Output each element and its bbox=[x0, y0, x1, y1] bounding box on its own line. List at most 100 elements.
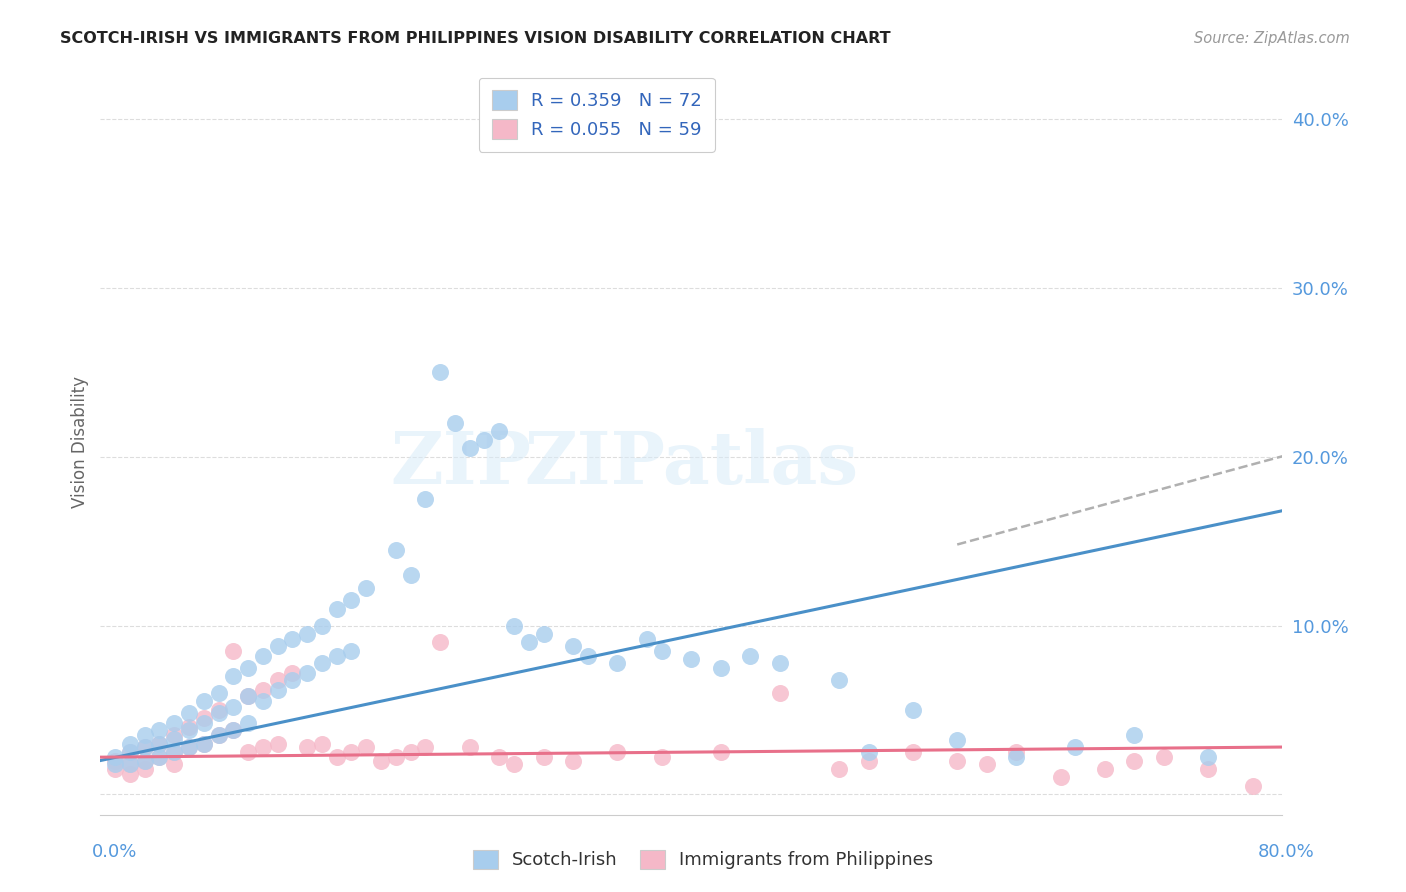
Point bbox=[222, 723, 245, 738]
Point bbox=[207, 703, 229, 717]
Point bbox=[458, 739, 481, 754]
Point bbox=[356, 582, 378, 596]
Point bbox=[163, 728, 186, 742]
Point bbox=[118, 756, 141, 771]
Point bbox=[340, 644, 363, 658]
Point bbox=[311, 618, 333, 632]
Point bbox=[946, 754, 969, 768]
Point bbox=[606, 656, 628, 670]
Point bbox=[340, 593, 363, 607]
Text: SCOTCH-IRISH VS IMMIGRANTS FROM PHILIPPINES VISION DISABILITY CORRELATION CHART: SCOTCH-IRISH VS IMMIGRANTS FROM PHILIPPI… bbox=[60, 31, 891, 46]
Point bbox=[474, 433, 496, 447]
Point bbox=[207, 728, 229, 742]
Point bbox=[444, 416, 467, 430]
Point bbox=[148, 737, 170, 751]
Point bbox=[177, 723, 200, 738]
Point bbox=[163, 745, 186, 759]
Point bbox=[901, 745, 924, 759]
Point bbox=[415, 491, 437, 506]
Point bbox=[488, 425, 510, 439]
Point bbox=[118, 756, 141, 771]
Point bbox=[266, 673, 288, 687]
Point bbox=[134, 762, 156, 776]
Point bbox=[488, 750, 510, 764]
Point bbox=[946, 733, 969, 747]
Point bbox=[266, 682, 288, 697]
Point bbox=[503, 756, 526, 771]
Point bbox=[340, 745, 363, 759]
Text: 0.0%: 0.0% bbox=[91, 843, 136, 861]
Point bbox=[533, 627, 555, 641]
Point bbox=[222, 644, 245, 658]
Point bbox=[281, 665, 304, 680]
Point bbox=[562, 639, 585, 653]
Text: ZIPatlas: ZIPatlas bbox=[524, 428, 858, 500]
Point bbox=[1005, 750, 1028, 764]
Point bbox=[1241, 779, 1264, 793]
Point bbox=[311, 737, 333, 751]
Point bbox=[1197, 762, 1219, 776]
Point bbox=[828, 673, 851, 687]
Point bbox=[325, 601, 347, 615]
Point bbox=[118, 745, 141, 759]
Point bbox=[503, 618, 526, 632]
Point bbox=[651, 750, 673, 764]
Point bbox=[769, 656, 792, 670]
Point bbox=[177, 739, 200, 754]
Point bbox=[399, 745, 422, 759]
Text: 80.0%: 80.0% bbox=[1258, 843, 1315, 861]
Point bbox=[222, 699, 245, 714]
Point bbox=[118, 767, 141, 781]
Point bbox=[104, 754, 127, 768]
Legend: R = 0.359   N = 72, R = 0.055   N = 59: R = 0.359 N = 72, R = 0.055 N = 59 bbox=[479, 78, 714, 152]
Point bbox=[1064, 739, 1087, 754]
Point bbox=[118, 745, 141, 759]
Point bbox=[134, 754, 156, 768]
Point bbox=[325, 648, 347, 663]
Point bbox=[562, 754, 585, 768]
Point bbox=[710, 745, 733, 759]
Point bbox=[193, 711, 215, 725]
Point bbox=[134, 739, 156, 754]
Point bbox=[429, 635, 451, 649]
Point bbox=[148, 723, 170, 738]
Point bbox=[163, 716, 186, 731]
Point bbox=[858, 754, 880, 768]
Point bbox=[1153, 750, 1175, 764]
Point bbox=[236, 745, 259, 759]
Point bbox=[104, 756, 127, 771]
Point bbox=[252, 682, 274, 697]
Text: Source: ZipAtlas.com: Source: ZipAtlas.com bbox=[1194, 31, 1350, 46]
Point bbox=[266, 639, 288, 653]
Point bbox=[1123, 728, 1146, 742]
Point bbox=[134, 728, 156, 742]
Point bbox=[370, 754, 392, 768]
Point bbox=[148, 750, 170, 764]
Point bbox=[193, 716, 215, 731]
Legend: Scotch-Irish, Immigrants from Philippines: Scotch-Irish, Immigrants from Philippine… bbox=[464, 840, 942, 879]
Point bbox=[295, 627, 318, 641]
Point bbox=[177, 706, 200, 721]
Point bbox=[177, 739, 200, 754]
Point bbox=[104, 762, 127, 776]
Point bbox=[385, 542, 408, 557]
Point bbox=[236, 690, 259, 704]
Point bbox=[252, 648, 274, 663]
Point bbox=[1049, 771, 1071, 785]
Point bbox=[385, 750, 408, 764]
Point bbox=[681, 652, 703, 666]
Point bbox=[252, 694, 274, 708]
Point bbox=[163, 756, 186, 771]
Point bbox=[252, 739, 274, 754]
Point bbox=[651, 644, 673, 658]
Point bbox=[1197, 750, 1219, 764]
Point bbox=[134, 739, 156, 754]
Point bbox=[236, 716, 259, 731]
Point bbox=[295, 739, 318, 754]
Point bbox=[193, 737, 215, 751]
Point bbox=[134, 754, 156, 768]
Point bbox=[1005, 745, 1028, 759]
Point bbox=[222, 723, 245, 738]
Point bbox=[710, 661, 733, 675]
Point bbox=[769, 686, 792, 700]
